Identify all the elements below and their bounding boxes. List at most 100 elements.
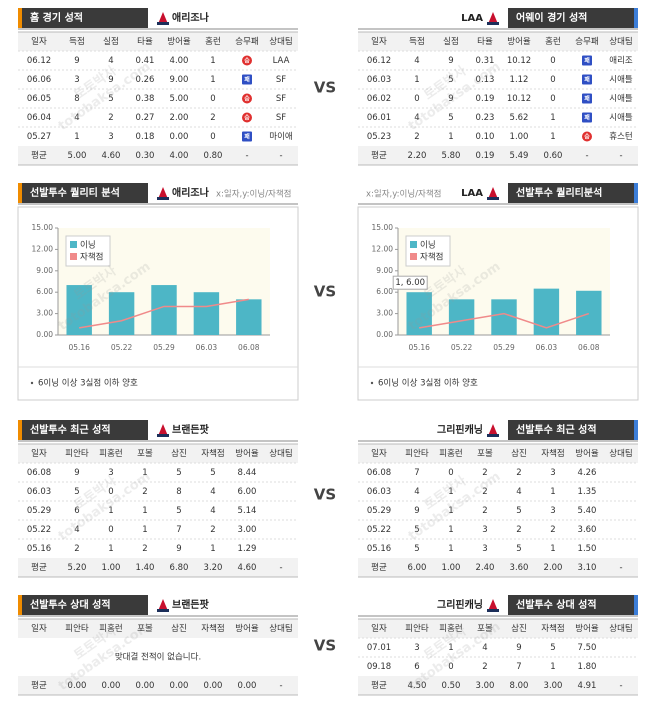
chart-footer: 6이닝 이상 3실점 이하 양호 (378, 378, 478, 389)
cell: 시애틀 (609, 113, 633, 123)
cell: 7 (516, 662, 521, 672)
column-header: 자책점 (201, 623, 224, 634)
cell: 06.12 (27, 56, 51, 66)
y-tick-label: 0.00 (36, 330, 53, 339)
cell: 5 (414, 544, 419, 554)
cell: 6 (414, 662, 419, 672)
team-name: 그리핀캐닝 (437, 423, 483, 436)
y-tick-label: 12.00 (372, 244, 394, 253)
cell: 4 (414, 113, 419, 123)
title-accent (634, 595, 638, 615)
cell: 1 (448, 643, 453, 653)
cell: 1.35 (578, 487, 597, 497)
x-tick-label: 05.22 (111, 343, 133, 352)
result-icon (582, 55, 592, 66)
avg-cell: 4.60 (102, 151, 121, 161)
bar (108, 292, 135, 335)
cell: 5 (210, 468, 215, 478)
cell: 8 (74, 94, 79, 104)
x-tick-label: 05.29 (493, 343, 515, 352)
bar (193, 292, 220, 335)
column-header: 일자 (371, 449, 387, 459)
column-header: 실점 (103, 36, 119, 47)
avg-cell: 3.10 (578, 563, 597, 573)
avg-cell: 평균 (371, 562, 387, 573)
cell: 0 (108, 487, 113, 497)
team-name: 브랜든팟 (172, 598, 210, 611)
column-header: 상대팀 (269, 623, 292, 634)
result-icon (242, 131, 252, 142)
cell: 3.60 (578, 525, 597, 535)
cell: 4 (482, 643, 487, 653)
column-header: 방어율 (167, 36, 191, 47)
result-label: 승 (244, 114, 250, 122)
y-tick-label: 3.00 (36, 309, 53, 318)
cell: 0 (414, 94, 419, 104)
table-head-bg (358, 444, 638, 463)
legend-swatch (70, 241, 77, 248)
cell: 1 (448, 544, 453, 554)
cell: 6.00 (238, 487, 257, 497)
cell: 2 (142, 487, 147, 497)
cell: 1 (142, 525, 147, 535)
cell: 2 (482, 506, 487, 516)
cell: 05.27 (27, 132, 51, 142)
avg-bg (18, 558, 298, 577)
cell: 1 (142, 506, 147, 516)
cell: 9 (448, 56, 453, 66)
cell: 2 (482, 487, 487, 497)
cell: 2 (550, 525, 555, 535)
cell: 06.02 (367, 94, 391, 104)
title-accent (18, 183, 22, 203)
cell: 9 (516, 643, 521, 653)
cell: 휴스턴 (609, 131, 632, 142)
vs-label: VS (314, 486, 336, 504)
team-logo-base (157, 609, 169, 612)
title-accent (634, 8, 638, 28)
column-header: 포볼 (477, 623, 493, 634)
column-header: 실점 (443, 36, 459, 47)
y-tick-label: 12.00 (32, 244, 54, 253)
cell: 0.00 (170, 132, 189, 142)
avg-cell: 5.49 (510, 151, 529, 161)
result-icon (242, 74, 252, 85)
column-header: 득점 (409, 36, 425, 47)
cell: 06.03 (367, 75, 391, 85)
title-box (508, 420, 638, 440)
cell: 05.22 (27, 525, 51, 535)
title-box (508, 595, 638, 615)
avg-cell: 5.80 (442, 151, 461, 161)
cell: 06.03 (367, 487, 391, 497)
team-name: 애리조나 (172, 11, 210, 24)
avg-bg (18, 676, 298, 695)
avg-cell: 평균 (31, 562, 47, 573)
cell: 06.12 (367, 56, 391, 66)
column-header: 방어율 (507, 36, 531, 47)
avg-cell: 0.00 (170, 681, 189, 691)
cell: 시애틀 (609, 75, 633, 85)
avg-cell: 1.00 (102, 563, 121, 573)
column-header: 홈런 (205, 36, 221, 47)
title-box (18, 183, 148, 203)
cell: 1.80 (578, 662, 597, 672)
avg-cell: - (279, 563, 282, 573)
chart-note: x:일자,y:이닝/자책점 (216, 189, 291, 200)
cell: 5 (448, 113, 453, 123)
team-logo (488, 12, 498, 24)
cell: 05.23 (367, 132, 391, 142)
cell: 0 (210, 132, 215, 142)
cell: 10.12 (507, 94, 531, 104)
cell: 7 (176, 525, 181, 535)
column-header: 피홈런 (439, 448, 462, 459)
avg-cell: 0.50 (442, 681, 461, 691)
cell: 09.18 (367, 662, 391, 672)
result-icon (242, 55, 252, 66)
cell: 4.00 (170, 56, 189, 66)
cell: 0.27 (136, 113, 155, 123)
cell: 4.26 (578, 468, 597, 478)
team-logo (488, 599, 498, 611)
cell: 0 (550, 56, 555, 66)
result-label: 승 (584, 133, 590, 141)
footer-bullet (30, 381, 34, 385)
